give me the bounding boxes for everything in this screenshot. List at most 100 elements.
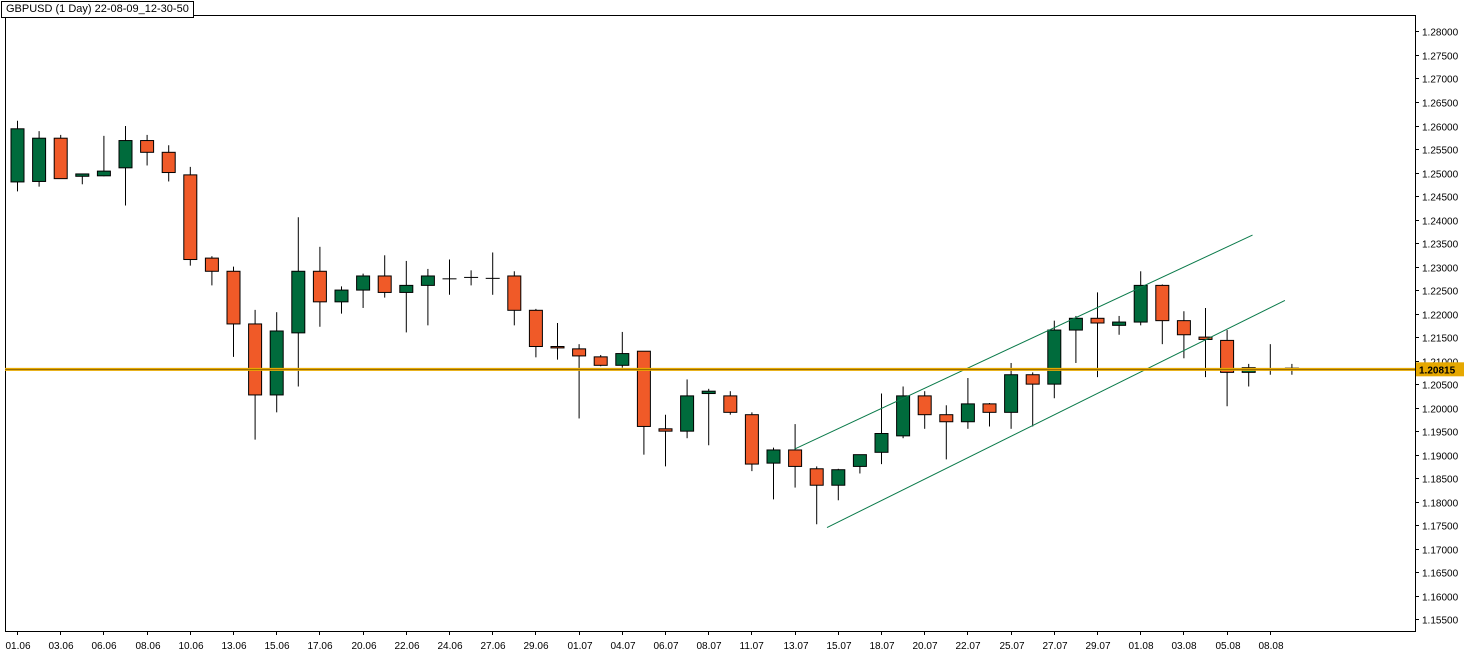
candle-body <box>204 257 219 272</box>
y-tick-label: 1.24500 <box>1422 193 1459 204</box>
candle <box>550 323 565 360</box>
candle <box>96 135 111 177</box>
y-tick-label: 1.16500 <box>1422 569 1459 580</box>
candle-body <box>852 454 867 467</box>
y-tick-label: 1.18500 <box>1422 475 1459 486</box>
candle-body <box>658 428 673 432</box>
x-tick-label: 13.07 <box>784 641 809 652</box>
candle-body <box>10 128 25 183</box>
x-tick-label: 06.06 <box>92 641 117 652</box>
candle-body <box>1112 321 1127 326</box>
candle-body <box>744 414 759 465</box>
x-tick-label: 20.07 <box>913 641 938 652</box>
x-tick-label: 03.06 <box>49 641 74 652</box>
x-tick-label: 27.06 <box>481 641 506 652</box>
candle-body <box>1090 317 1105 324</box>
candle-body <box>248 323 263 396</box>
candle <box>226 266 241 357</box>
candle <box>1068 315 1083 363</box>
candle <box>399 260 414 333</box>
candle-body <box>809 468 824 486</box>
y-tick-label: 1.27500 <box>1422 52 1459 63</box>
y-tick-label: 1.27000 <box>1422 75 1459 86</box>
candle <box>744 412 759 472</box>
candle <box>464 270 479 286</box>
candle-body <box>701 390 716 395</box>
candle-body <box>420 275 435 286</box>
candle-body <box>1155 284 1170 322</box>
candle-body <box>874 433 889 453</box>
candle <box>53 134 68 180</box>
candle-body <box>550 346 565 349</box>
candle <box>723 391 738 415</box>
candle <box>831 468 846 501</box>
x-tick-label: 04.07 <box>611 641 636 652</box>
candle <box>766 447 781 500</box>
candle <box>982 402 997 427</box>
candle-body <box>1025 374 1040 385</box>
candle <box>269 312 284 413</box>
y-tick-label: 1.16000 <box>1422 593 1459 604</box>
candle-body <box>680 395 695 432</box>
y-tick-label: 1.24000 <box>1422 217 1459 228</box>
y-tick-label: 1.17500 <box>1422 522 1459 533</box>
candle-body <box>118 140 133 169</box>
x-tick-label: 15.06 <box>265 641 290 652</box>
x-tick-label: 25.07 <box>1000 641 1025 652</box>
x-tick-label: 24.06 <box>438 641 463 652</box>
candle-body <box>291 270 306 334</box>
candle-body <box>356 275 371 291</box>
candle <box>118 125 133 206</box>
y-tick-label: 1.23000 <box>1422 264 1459 275</box>
candle-body <box>723 395 738 413</box>
candle <box>334 286 349 314</box>
candle-body <box>896 395 911 437</box>
candle-body <box>1068 317 1083 331</box>
plot-frame <box>5 15 1416 632</box>
candle <box>572 344 587 419</box>
candle <box>852 454 867 474</box>
y-tick-label: 1.23500 <box>1422 240 1459 251</box>
candle <box>874 393 889 465</box>
candle-body <box>1220 339 1235 373</box>
y-tick-label: 1.25500 <box>1422 146 1459 157</box>
candle-body <box>399 284 414 293</box>
candle-body <box>1047 329 1062 385</box>
x-tick-label: 29.07 <box>1086 641 1111 652</box>
x-tick-label: 27.07 <box>1043 641 1068 652</box>
candle <box>593 354 608 367</box>
current-price-label: 1.20815 <box>1419 365 1456 376</box>
y-tick-label: 1.20500 <box>1422 381 1459 392</box>
candle-body <box>1176 320 1191 336</box>
x-tick-label: 22.06 <box>395 641 420 652</box>
x-tick-label: 01.07 <box>568 641 593 652</box>
candle <box>161 145 176 182</box>
candle <box>939 405 954 460</box>
candle <box>528 308 543 358</box>
y-tick-label: 1.21500 <box>1422 334 1459 345</box>
candle-body <box>507 275 522 311</box>
candle <box>356 273 371 308</box>
y-tick-label: 1.19500 <box>1422 428 1459 439</box>
candle <box>140 134 155 166</box>
y-tick-label: 1.22000 <box>1422 311 1459 322</box>
candle <box>248 309 263 440</box>
y-tick-label: 1.26000 <box>1422 123 1459 134</box>
candle <box>1112 315 1127 335</box>
candle <box>960 378 975 429</box>
y-tick-label: 1.26500 <box>1422 99 1459 110</box>
candle-body <box>593 356 608 366</box>
candle <box>204 256 219 286</box>
candle-body <box>53 137 68 180</box>
candle <box>1025 372 1040 427</box>
y-tick-label: 1.22500 <box>1422 287 1459 298</box>
candle <box>658 414 673 467</box>
x-tick-label: 08.07 <box>697 641 722 652</box>
x-tick-label: 03.08 <box>1172 641 1197 652</box>
candle <box>10 120 25 192</box>
x-tick-label: 01.08 <box>1129 641 1154 652</box>
x-tick-label: 29.06 <box>524 641 549 652</box>
candle-body <box>572 348 587 357</box>
candle <box>680 379 695 439</box>
